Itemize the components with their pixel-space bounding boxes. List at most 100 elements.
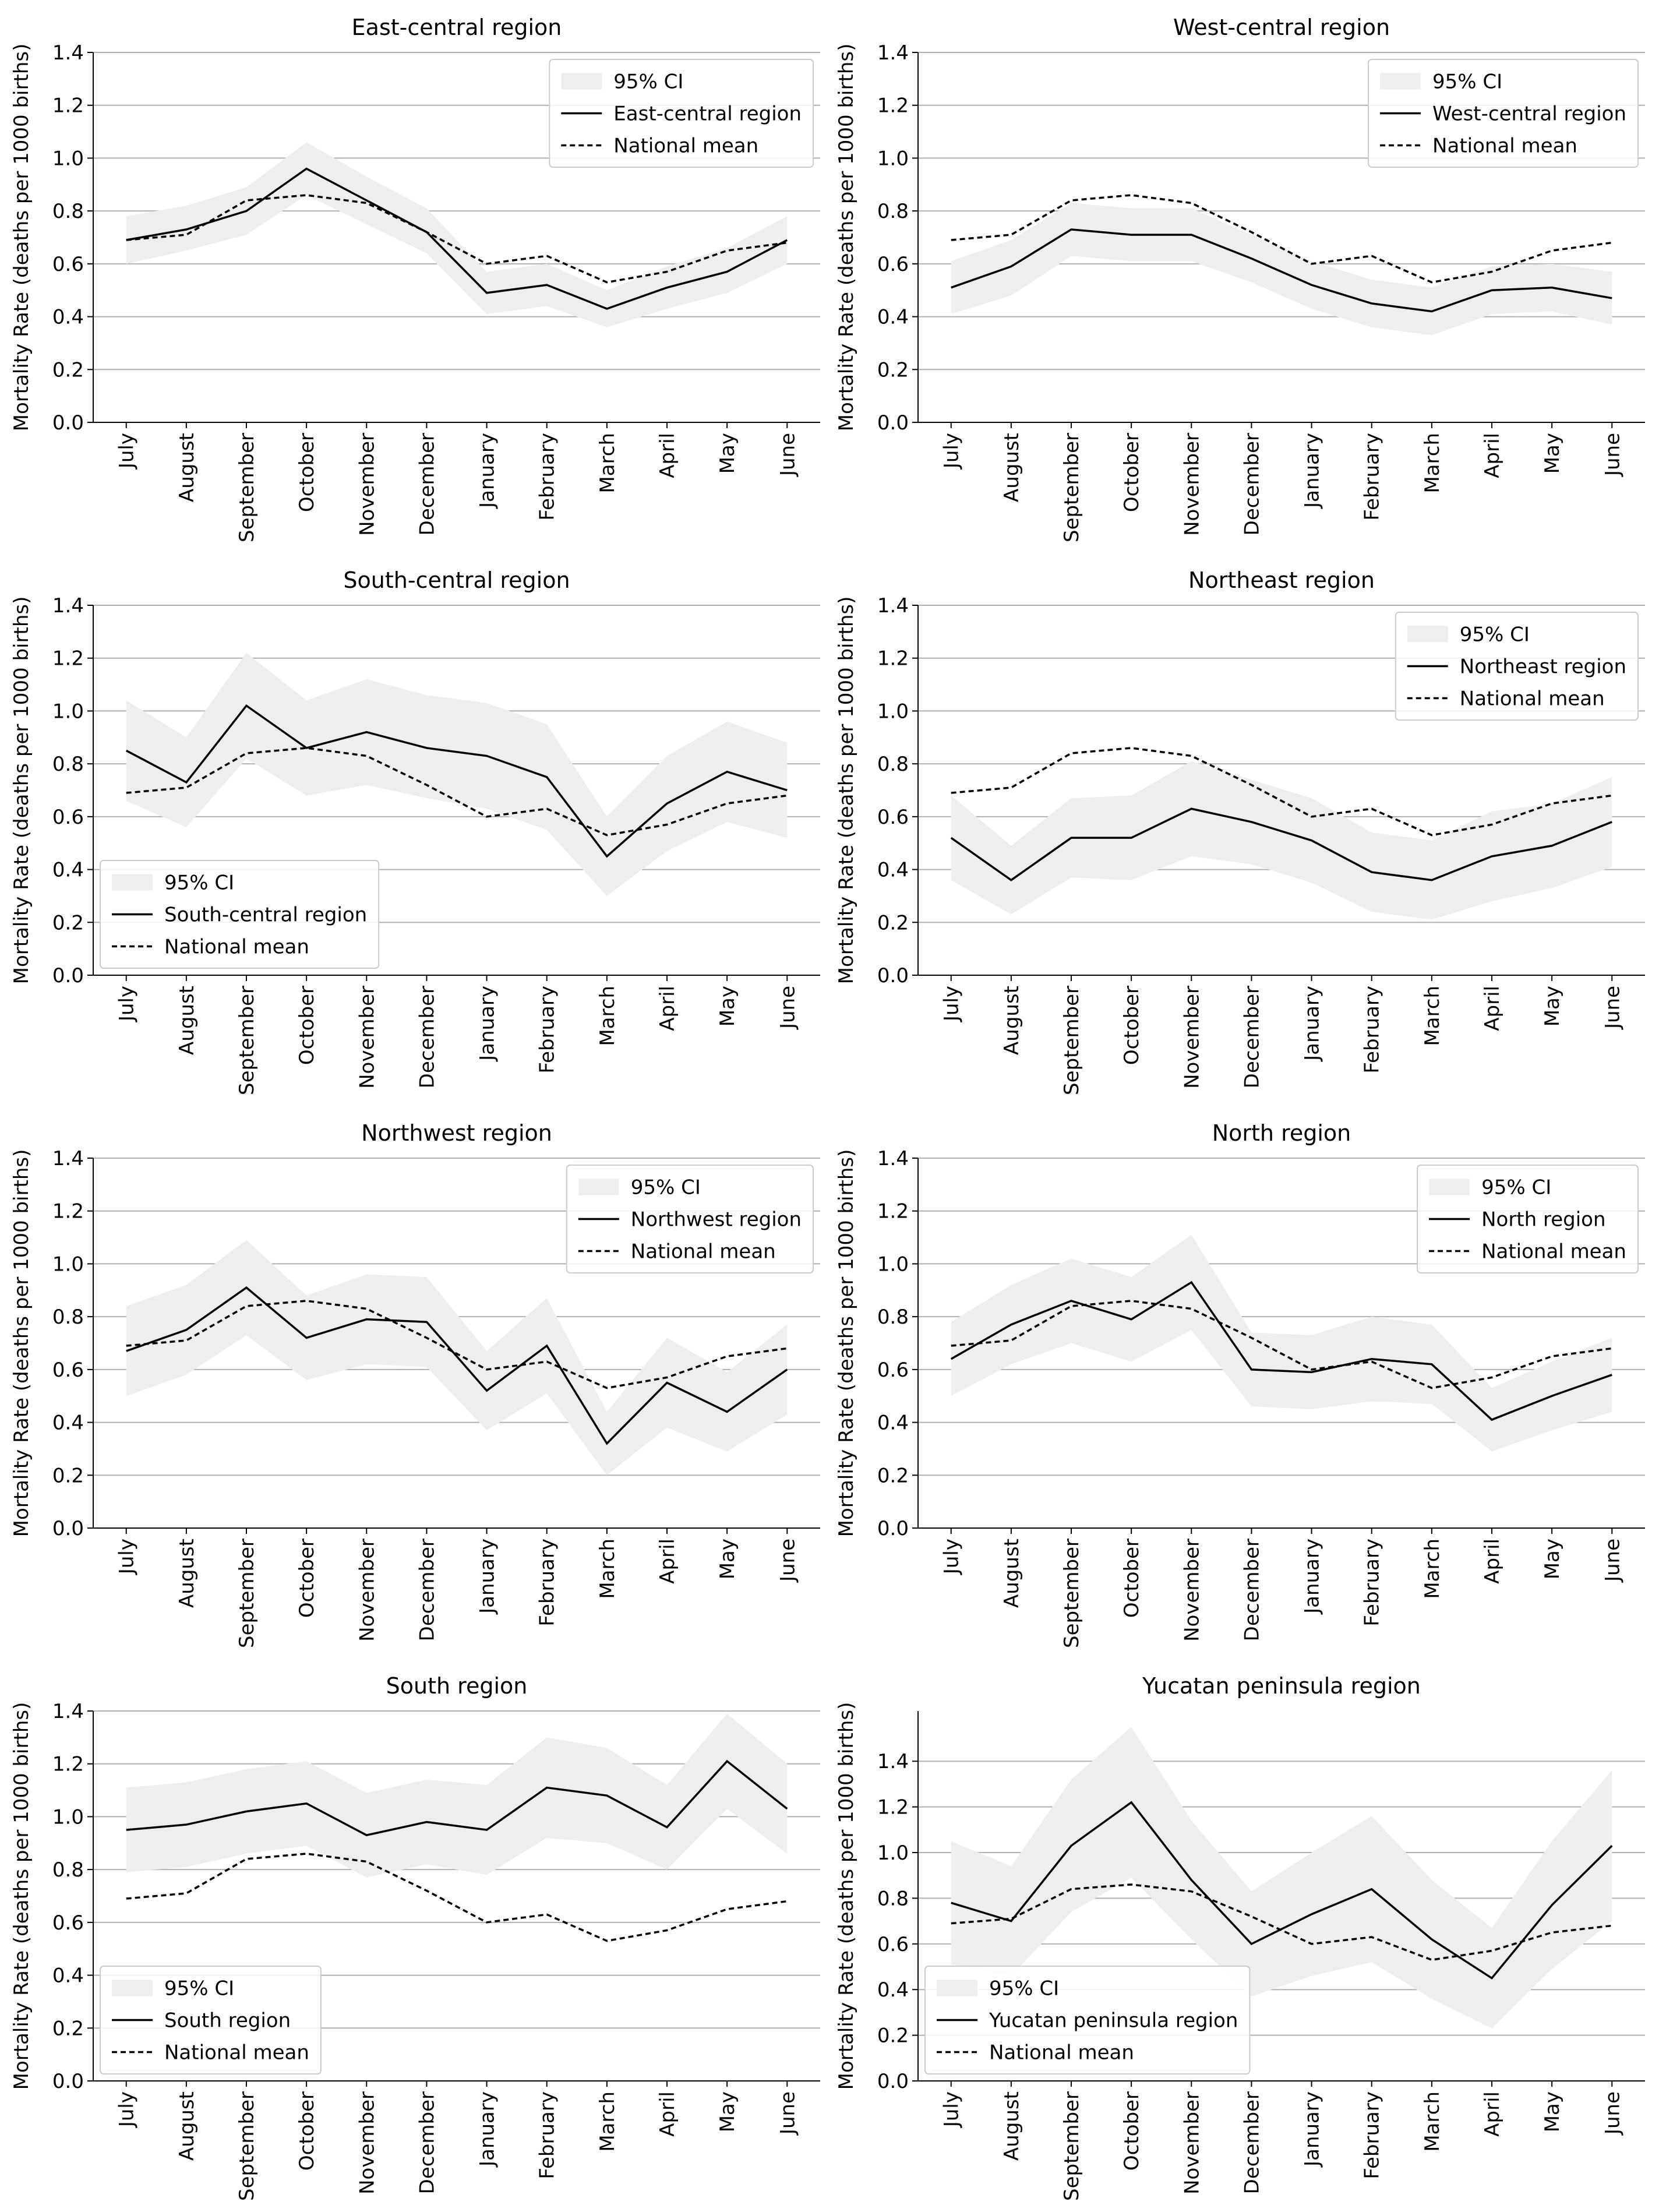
y-tick-label: 1.4 — [877, 41, 909, 65]
legend-swatch — [112, 1980, 153, 1996]
y-axis-label: Mortality Rate (deaths per 1000 births) — [835, 1702, 858, 2090]
x-tick-label: June — [776, 2091, 799, 2136]
y-tick-label: 1.4 — [52, 41, 84, 65]
y-tick-label: 0.4 — [877, 306, 909, 329]
series-line — [125, 704, 788, 858]
y-axis-label: Mortality Rate (deaths per 1000 births) — [10, 1702, 33, 2090]
legend-label: National mean — [1432, 135, 1577, 158]
x-tick-label: August — [175, 986, 199, 1055]
x-tick-label: September — [235, 1539, 259, 1648]
legend-label: National mean — [164, 936, 309, 959]
chart-title: Yucatan peninsula region — [1142, 1673, 1421, 1699]
panel: South region Mortality Rate (deaths per 1… — [10, 1673, 820, 2201]
x-tick-label: April — [656, 986, 679, 1031]
y-axis-label: Mortality Rate (deaths per 1000 births) — [835, 44, 858, 432]
x-tick-label: February — [1361, 2091, 1384, 2179]
ci-band — [126, 142, 788, 327]
x-tick-label: October — [295, 1539, 319, 1618]
y-tick-label: 0.0 — [52, 2070, 84, 2093]
legend-label: 95% CI — [164, 1977, 234, 2001]
x-tick-label: January — [1301, 433, 1324, 509]
x-tick-label: April — [656, 1539, 679, 1584]
x-tick-label: November — [355, 2091, 379, 2195]
series-line — [126, 1759, 788, 1837]
x-tick-label: January — [1301, 986, 1324, 1062]
y-tick-label: 0.2 — [52, 2017, 84, 2040]
legend-label: Yucatan peninsula region — [989, 2009, 1238, 2033]
y-tick-label: 0.4 — [877, 859, 909, 882]
x-tick-label: March — [596, 433, 619, 493]
y-tick-label: 1.4 — [52, 594, 84, 618]
legend-box — [566, 1165, 814, 1273]
y-tick-label: 1.0 — [52, 1253, 84, 1276]
legend-label: West-central region — [1432, 103, 1626, 126]
chart-title: Northwest region — [361, 1120, 552, 1146]
series-line — [126, 1286, 788, 1445]
x-tick-label: July — [940, 986, 963, 1022]
x-tick-label: August — [175, 1539, 199, 1608]
x-tick-label: August — [175, 433, 199, 502]
x-tick-label: October — [1120, 2091, 1143, 2171]
x-tick-label: October — [1120, 433, 1143, 512]
y-axis-label: Mortality Rate (deaths per 1000 births) — [10, 597, 33, 985]
y-tick-label: 1.4 — [877, 1147, 909, 1170]
x-tick-label: July — [115, 433, 139, 470]
y-tick-label: 1.2 — [877, 1796, 909, 1819]
legend-label: 95% CI — [1460, 623, 1530, 647]
x-tick-label: October — [1120, 1539, 1143, 1618]
legend-box — [924, 1966, 1251, 2075]
x-tick-label: February — [536, 1539, 559, 1627]
legend-label: National mean — [631, 1240, 776, 1264]
y-tick-label: 0.8 — [877, 1887, 909, 1910]
legend-label: National mean — [613, 135, 758, 158]
y-tick-label: 1.2 — [877, 94, 909, 118]
x-tick-label: August — [1000, 986, 1023, 1055]
y-tick-label: 0.6 — [52, 253, 84, 276]
x-tick-label: September — [235, 986, 259, 1095]
y-tick-label: 0.2 — [52, 358, 84, 382]
legend: 95% CI South-central region National mean — [100, 860, 380, 969]
x-tick-label: September — [1060, 986, 1083, 1095]
y-tick-label: 0.0 — [877, 2070, 909, 2093]
legend-swatch — [937, 1980, 977, 1996]
x-tick-label: June — [1601, 2091, 1624, 2136]
x-tick-label: March — [1421, 986, 1444, 1046]
series-line — [951, 228, 1612, 313]
x-tick-label: February — [536, 433, 559, 521]
legend: 95% CI North region National mean — [1417, 1165, 1639, 1273]
x-tick-label: September — [235, 2091, 259, 2201]
x-tick-label: November — [355, 1539, 379, 1642]
x-tick-label: August — [1000, 433, 1023, 502]
series-line — [126, 1300, 788, 1389]
series-line — [950, 807, 1612, 881]
series-line — [951, 1801, 1613, 1980]
legend: 95% CI East-central region National mean — [549, 59, 814, 168]
y-tick-label: 0.2 — [877, 2024, 909, 2048]
x-tick-label: May — [716, 986, 739, 1026]
x-tick-label: December — [415, 433, 439, 535]
legend-box — [549, 59, 814, 168]
x-tick-label: April — [1481, 2091, 1504, 2137]
y-axis-label: Mortality Rate (deaths per 1000 births) — [10, 44, 33, 432]
legend-label: Northwest region — [631, 1208, 802, 1232]
x-tick-label: January — [476, 986, 499, 1062]
ci-band — [126, 652, 788, 896]
x-tick-label: February — [1361, 433, 1384, 521]
x-tick-label: December — [1240, 1539, 1263, 1641]
y-tick-label: 1.0 — [52, 147, 84, 170]
x-tick-label: August — [175, 2091, 199, 2161]
y-tick-label: 0.8 — [52, 1306, 84, 1329]
x-tick-label: June — [776, 986, 799, 1030]
y-tick-label: 0.8 — [52, 1858, 84, 1882]
y-axis-label: Mortality Rate (deaths per 1000 births) — [10, 1149, 33, 1537]
x-tick-label: September — [235, 433, 259, 542]
y-tick-label: 0.8 — [52, 200, 84, 223]
series-line — [126, 747, 788, 837]
legend-box — [100, 860, 380, 969]
x-tick-label: December — [1240, 986, 1263, 1088]
y-tick-label: 1.4 — [877, 1750, 909, 1773]
x-tick-label: December — [415, 1539, 439, 1641]
x-tick-label: December — [1240, 2091, 1263, 2194]
y-tick-label: 0.2 — [52, 911, 84, 934]
x-tick-label: January — [1301, 1539, 1324, 1615]
